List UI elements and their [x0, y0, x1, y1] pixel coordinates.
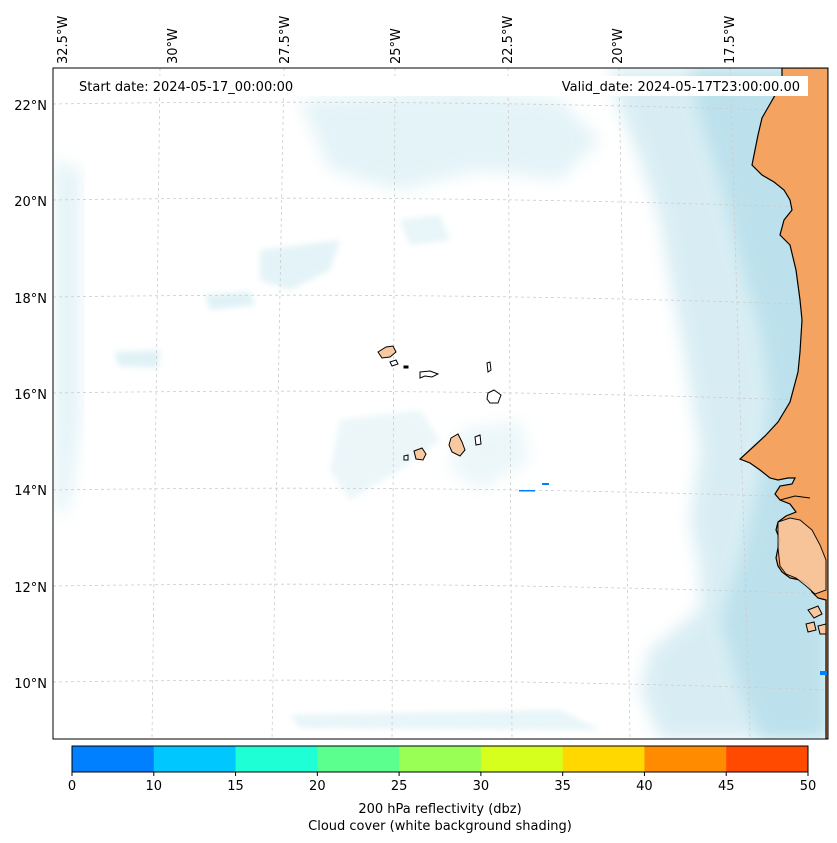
meridian-17-5w — [729, 68, 751, 739]
parallel-10n — [53, 679, 828, 691]
lat-label-22n: 22°N — [14, 99, 47, 114]
colorbar-sublabel: Cloud cover (white background shading) — [308, 819, 572, 834]
lon-label-25w: 25°W — [389, 28, 404, 64]
lat-label-16n: 16°N — [14, 388, 47, 403]
island-fogo — [413, 447, 427, 461]
colorbar-tick-label: 10 — [146, 779, 163, 794]
colorbar-tick-label: 20 — [309, 779, 326, 794]
parallel-22n — [53, 101, 828, 113]
lon-label-27-5w: 27.5°W — [278, 16, 293, 64]
island-santo-antao — [377, 345, 397, 359]
gridlines — [53, 68, 828, 739]
colorbar-swatch — [562, 746, 645, 772]
island-brava — [403, 454, 409, 461]
colorbar-swatch — [235, 746, 318, 772]
lon-label-32-5w: 32.5°W — [56, 16, 71, 64]
colorbar-swatch — [153, 746, 237, 772]
meridian-20w — [618, 68, 631, 739]
reflectivity-returns — [519, 483, 828, 675]
lat-label-10n: 10°N — [14, 677, 47, 692]
meridian-30w — [151, 68, 161, 739]
colorbar-swatch — [72, 746, 155, 772]
colorbar-tick-label: 0 — [68, 779, 76, 794]
colorbar-tick-label: 50 — [800, 779, 817, 794]
meridian-25w — [391, 68, 396, 739]
senegal-coast-detail — [777, 517, 827, 595]
parallel-20n — [53, 197, 828, 209]
meridian-27-5w — [271, 68, 285, 739]
island-santiago — [448, 433, 466, 457]
colorbar-tick-label: 45 — [718, 779, 735, 794]
colorbar-swatches — [72, 746, 809, 772]
colorbar-ticks: 0 10 15 20 25 30 35 40 45 50 — [68, 772, 816, 794]
colorbar-tick-label: 35 — [554, 779, 571, 794]
colorbar-tick-label: 25 — [391, 779, 408, 794]
lon-label-22-5w: 22.5°W — [501, 16, 516, 64]
colorbar-frame — [71, 745, 809, 773]
colorbar-swatch — [644, 746, 727, 772]
colorbar-tick-label: 15 — [227, 779, 244, 794]
map-frame — [52, 67, 829, 740]
colorbar: 0 10 15 20 25 30 35 40 45 50 200 hPa reflectivity… — [68, 745, 816, 834]
longitude-labels: 32.5°W 30°W 27.5°W 25°W 22.5°W 20°W 17.5… — [56, 16, 738, 64]
lat-label-18n: 18°N — [14, 292, 47, 307]
colorbar-swatch — [726, 746, 809, 772]
valid-date-label: Valid_date: 2024-05-17T23:00:00.00 — [562, 80, 800, 95]
bissagos-island-2 — [805, 621, 817, 633]
colorbar-swatch — [399, 746, 482, 772]
island-boa-vista — [486, 389, 502, 404]
lat-label-14n: 14°N — [14, 484, 47, 499]
map-area: Start date: 2024-05-17_00:00:00 Valid_da… — [52, 67, 829, 740]
start-date-label: Start date: 2024-05-17_00:00:00 — [79, 80, 293, 95]
colorbar-tick-label: 30 — [473, 779, 490, 794]
gambia-river — [779, 495, 811, 501]
colorbar-swatch — [317, 746, 400, 772]
bissagos-island-3 — [817, 623, 827, 635]
parallel-18n — [53, 294, 828, 306]
reflectivity-speck-1 — [519, 490, 535, 492]
parallel-12n — [53, 583, 828, 595]
reflectivity-speck-3 — [820, 671, 828, 675]
lon-label-30w: 30°W — [166, 28, 181, 64]
meridian-22-5w — [507, 68, 513, 739]
lat-label-12n: 12°N — [14, 581, 47, 596]
island-sao-nicolau — [419, 370, 440, 379]
parallel-14n — [53, 487, 828, 499]
lon-label-20w: 20°W — [611, 28, 626, 64]
island-santa-luzia — [403, 365, 409, 369]
colorbar-tick-label: 40 — [636, 779, 653, 794]
parallel-16n — [53, 390, 828, 402]
island-sao-vicente — [389, 359, 399, 367]
date-banner — [74, 76, 808, 96]
bissagos-island-1 — [807, 605, 823, 619]
lat-label-20n: 20°N — [14, 195, 47, 210]
island-sal — [486, 361, 492, 373]
colorbar-swatch — [480, 746, 564, 772]
cape-verde-islands — [377, 345, 502, 461]
colorbar-label: 200 hPa reflectivity (dbz) — [358, 802, 521, 817]
latitude-labels: 22°N 20°N 18°N 16°N 14°N 12°N 10°N — [14, 99, 47, 692]
reflectivity-speck-2 — [542, 483, 549, 485]
lon-label-17-5w: 17.5°W — [723, 16, 738, 64]
island-maio — [474, 434, 482, 446]
